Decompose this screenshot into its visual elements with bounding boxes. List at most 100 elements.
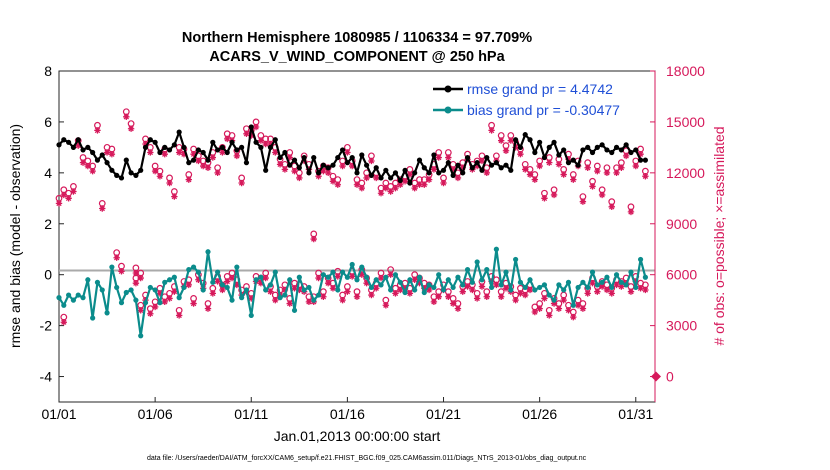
obs-assimilated-marker xyxy=(531,176,539,183)
obs-assimilated-marker xyxy=(598,283,606,290)
obs-assimilated-marker xyxy=(416,181,423,188)
bias-point xyxy=(508,287,514,293)
obs-assimilated-marker xyxy=(483,293,490,300)
bias-point xyxy=(205,249,211,255)
rmse-point xyxy=(94,157,101,163)
bias-point xyxy=(166,277,173,283)
rmse-point xyxy=(128,170,134,176)
rmse-point xyxy=(474,160,480,166)
obs-assimilated-marker xyxy=(464,283,471,290)
obs-assimilated-marker xyxy=(421,285,428,292)
chart-title: Northern Hemisphere 1080985 / 1106334 = … xyxy=(182,30,532,46)
obs-assimilated-marker xyxy=(522,291,529,299)
bias-point xyxy=(527,277,533,283)
obs-assimilated-marker xyxy=(281,166,289,173)
obs-assimilated-marker xyxy=(219,286,226,294)
rmse-point xyxy=(85,144,91,150)
obs-assimilated-marker xyxy=(171,193,178,200)
y-tick-label: 0 xyxy=(44,267,52,283)
y2-tick-label: 15000 xyxy=(666,114,705,130)
rmse-point xyxy=(498,165,504,171)
rmse-point xyxy=(335,154,341,161)
obs-assimilated-marker xyxy=(281,286,289,294)
x-axis: 01/01 01/06 01/11 01/16 01/21 01/26 01/31 xyxy=(41,397,653,422)
rmse-point xyxy=(66,139,72,145)
obs-assimilated-marker xyxy=(190,150,197,158)
obs-assimilated-marker xyxy=(267,288,274,295)
bias-point xyxy=(613,272,620,278)
obs-assimilated-marker xyxy=(195,276,202,283)
obs-assimilated-marker xyxy=(469,286,476,294)
rmse-point xyxy=(219,144,226,150)
obs-assimilated-marker xyxy=(344,149,351,156)
obs-assimilated-marker xyxy=(478,157,486,165)
rmse-point xyxy=(479,167,485,173)
bias-point xyxy=(488,284,495,291)
obs-assimilated-marker xyxy=(358,271,366,278)
obs-assimilated-marker xyxy=(252,123,260,131)
rmse-point xyxy=(296,165,302,171)
rmse-point xyxy=(138,167,144,173)
rmse-point xyxy=(301,154,307,161)
rmse-point xyxy=(118,175,125,181)
obs-assimilated-marker xyxy=(613,169,620,177)
bias-point xyxy=(604,274,610,280)
bias-point xyxy=(315,292,322,298)
obs-assimilated-marker xyxy=(305,298,313,306)
rmse-point xyxy=(445,160,451,166)
rmse-point xyxy=(561,147,567,153)
legend-rmse-label: rmse grand pr = 4.4742 xyxy=(467,81,613,97)
rmse-point xyxy=(359,152,365,158)
obs-assimilated-marker xyxy=(339,162,346,170)
obs-assimilated-marker xyxy=(613,281,620,289)
obs-assimilated-marker xyxy=(267,140,274,148)
obs-assimilated-marker xyxy=(339,296,346,304)
bias-point xyxy=(94,279,101,285)
bias-point xyxy=(224,284,230,291)
rmse-point xyxy=(508,167,514,173)
bias-point xyxy=(416,274,423,280)
bias-point xyxy=(570,302,576,308)
rmse-point xyxy=(75,137,81,143)
rmse-point xyxy=(162,144,168,150)
obs-assimilated-marker xyxy=(291,285,298,292)
bias-point xyxy=(277,295,283,301)
obs-count-markers xyxy=(55,108,661,382)
obs-assimilated-marker xyxy=(397,286,404,294)
obs-assimilated-marker xyxy=(497,293,505,300)
bias-point xyxy=(344,274,350,280)
x-tick-label: 01/06 xyxy=(138,406,173,422)
obs-assimilated-marker xyxy=(536,305,543,312)
bias-point xyxy=(445,277,451,283)
rmse-point xyxy=(537,139,543,145)
bias-point xyxy=(335,287,341,293)
obs-assimilated-marker xyxy=(589,183,596,190)
obs-assimilated-marker xyxy=(296,286,303,294)
bias-point xyxy=(368,284,375,291)
obs-assimilated-marker xyxy=(108,150,116,158)
obs-assimilated-marker xyxy=(522,166,529,173)
obs-assimilated-marker xyxy=(219,149,226,156)
obs-assimilated-marker xyxy=(377,190,385,197)
bias-point xyxy=(128,287,134,293)
bias-point xyxy=(104,310,110,316)
rmse-point xyxy=(484,154,490,161)
obs-assimilated-marker xyxy=(574,302,582,309)
rmse-point xyxy=(109,167,115,173)
obs-assimilated-marker xyxy=(55,200,63,207)
obs-assimilated-marker xyxy=(445,154,452,161)
obs-assimilated-marker xyxy=(627,288,635,295)
obs-assimilated-marker xyxy=(555,161,563,168)
obs-assimilated-marker xyxy=(320,167,327,175)
x-axis-label: Jan.01,2013 00:00:00 start xyxy=(274,428,441,444)
obs-assimilated-marker xyxy=(425,176,433,183)
rmse-point xyxy=(287,162,293,168)
rmse-point xyxy=(56,142,62,148)
bias-point xyxy=(541,282,548,288)
obs-assimilated-marker xyxy=(416,279,423,287)
x-tick-label: 01/11 xyxy=(234,406,268,422)
bias-point xyxy=(383,274,389,280)
rmse-point xyxy=(258,144,264,150)
obs-assimilated-marker xyxy=(190,300,197,307)
bias-point xyxy=(70,297,77,303)
